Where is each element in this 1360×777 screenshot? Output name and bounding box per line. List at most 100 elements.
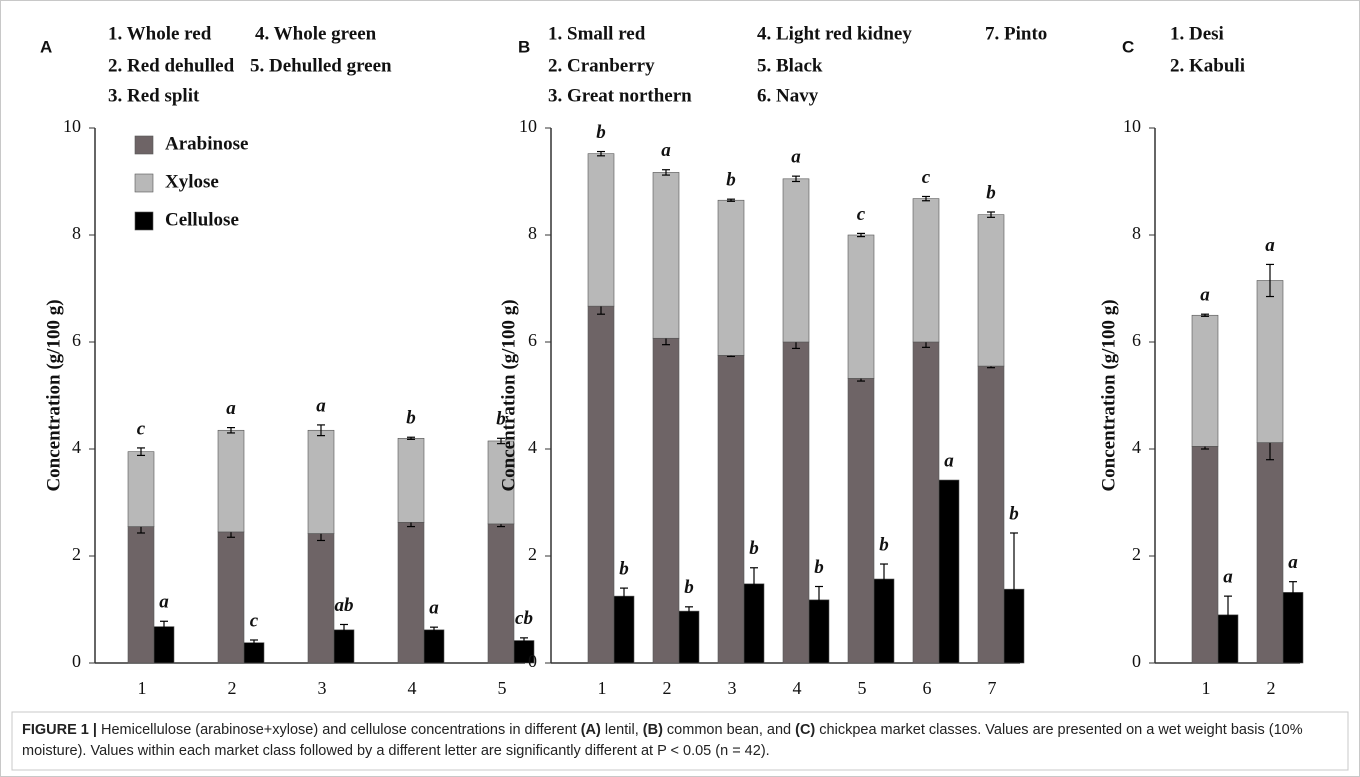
bar [1191,446,1219,664]
category-key: 1. Desi [1170,23,1224,44]
y-tick-label: 0 [528,651,537,671]
caption-text: (A) [580,722,601,738]
y-tick-label: 8 [528,223,537,243]
error-bar [792,175,800,183]
error-bar [137,447,145,457]
x-tick-label: 7 [988,678,997,698]
significance-letter: b [1009,503,1019,524]
y-tick-label: 6 [72,330,81,350]
bar [613,595,635,664]
error-bar [727,198,735,202]
bar [717,355,745,664]
error-bar [1224,595,1232,635]
significance-letter: b [726,170,736,191]
error-bar [407,436,415,440]
significance-letter: a [661,140,671,161]
category-key: 3. Great northern [548,85,692,106]
bar [717,199,745,356]
bar [977,365,1005,664]
significance-letter: b [986,182,996,203]
error-bar [430,626,438,634]
significance-letter: c [922,167,931,188]
significance-letter: b [684,577,694,598]
category-key: 2. Kabuli [1170,55,1245,76]
error-bar [1201,313,1209,317]
significance-letter: a [1200,285,1210,306]
category-key: 1. Whole red [108,23,212,44]
legend-label: Arabinose [165,133,248,154]
category-key: 6. Navy [757,85,819,106]
bar [587,153,615,307]
caption-text: Hemicellulose (arabinose+xylose) and cel… [96,722,581,738]
bar [782,341,810,664]
error-bar [160,620,168,633]
significance-letter: a [1265,235,1275,256]
x-tick-label: 4 [793,678,802,698]
y-tick-label: 6 [1132,330,1141,350]
y-axis-title: Concentration (g/100 g) [498,299,519,491]
x-tick-label: 5 [858,678,867,698]
y-tick-label: 4 [528,437,537,457]
bar [652,172,680,339]
x-tick-label: 2 [663,678,672,698]
significance-letter: b [596,122,606,143]
significance-letter: b [879,534,889,555]
bar [307,429,335,534]
bar [397,521,425,664]
legend-swatch [134,135,154,155]
significance-letter: a [429,598,439,619]
bar [912,341,940,664]
y-tick-label: 4 [72,437,81,457]
error-bar [597,150,605,157]
bar [127,451,155,527]
category-key: 4. Whole green [255,23,377,44]
error-bar [497,437,505,445]
y-tick-label: 8 [1132,223,1141,243]
x-tick-label: 1 [138,678,147,698]
error-bar [880,563,888,595]
caption: FIGURE 1 | Hemicellulose (arabinose+xylo… [22,720,1338,762]
category-key: 4. Light red kidney [757,23,912,44]
caption-text: (B) [642,722,663,738]
y-tick-label: 2 [1132,544,1141,564]
error-bar [227,427,235,434]
error-bar [340,623,348,636]
y-tick-label: 2 [528,544,537,564]
error-bar [520,637,528,644]
legend-label: Xylose [165,171,219,192]
caption-text: lentil, [600,722,643,738]
category-key: 5. Black [757,55,823,76]
bar [217,531,245,664]
error-bar [1266,263,1274,298]
x-tick-label: 5 [498,678,507,698]
legend-swatch [134,173,154,193]
error-bar [685,606,693,616]
bar [847,234,875,379]
bar [397,437,425,523]
bar [678,610,700,664]
category-key: 1. Small red [548,23,646,44]
bar [782,178,810,343]
error-bar [620,587,628,605]
bar [652,337,680,664]
bar [217,429,245,533]
x-tick-label: 1 [598,678,607,698]
caption-box [11,711,1349,771]
category-key: 5. Dehulled green [250,55,392,76]
y-axis-title: Concentration (g/100 g) [1098,299,1119,491]
caption-text: chickpea market classes. Values are pres… [22,722,1303,759]
bar [587,305,615,664]
y-tick-label: 0 [72,651,81,671]
significance-letter: a [791,147,801,168]
error-bar [750,567,758,601]
error-bar [922,195,930,202]
bar [1256,280,1284,443]
bar [1191,314,1219,447]
panel-label: B [518,37,530,56]
category-key: 2. Cranberry [548,55,655,76]
error-bar [815,585,823,614]
significance-letter: c [250,610,259,631]
bar [847,378,875,664]
